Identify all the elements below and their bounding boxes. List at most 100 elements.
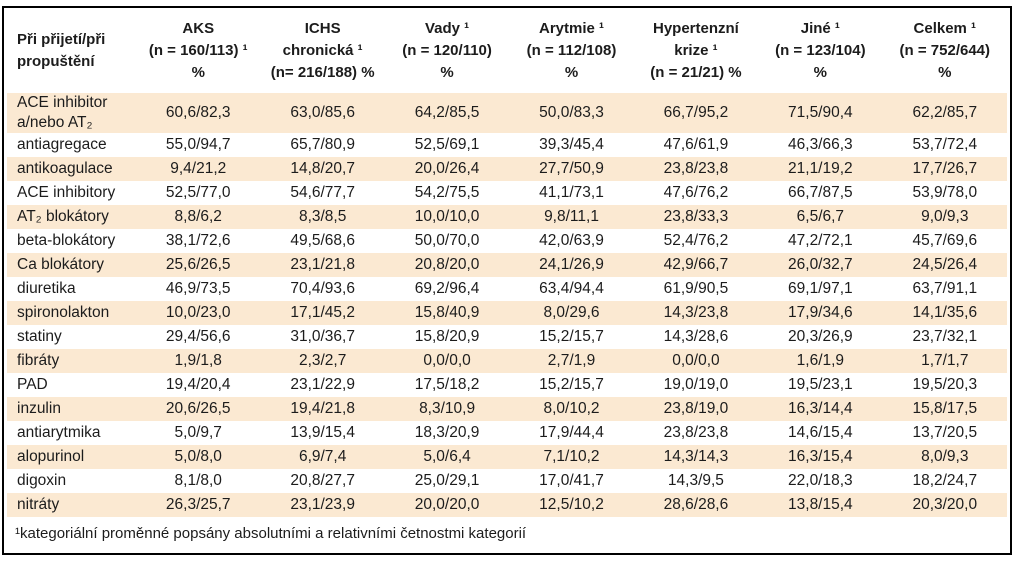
table-cell: 17,0/41,7 [539,472,604,490]
table-cell: 14,3/23,8 [663,304,729,322]
table-cell: 53,7/72,4 [912,136,978,154]
table-frame: Při přijetí/při propuštění AKS (n = 160/113… [2,6,1012,555]
corner-header: Při přijetí/při propuštění [7,11,136,93]
table-cell: 20,3/26,9 [788,328,853,346]
table-cell: 5,0/6,4 [423,448,471,466]
table-cell: 47,6/76,2 [663,184,729,202]
column-header-line: % [813,63,828,81]
table-cell: 8,1/8,0 [174,472,222,490]
table-cell: 8,8/6,2 [174,208,222,226]
column-header-line: Vady ¹ [424,20,470,38]
table-cell: 38,1/72,6 [165,232,231,250]
table-cell: 23,1/22,9 [290,376,355,394]
column-header-line: chronická ¹ [282,42,363,60]
table-row: alopurinol 5,0/8,0 6,9/7,4 5,0/6,4 7,1/10,2 1… [7,445,1007,470]
column-header: ICHS chronická ¹ (n= 216/188) % [260,11,384,93]
table-cell: 16,3/15,4 [788,448,853,466]
table-cell: 41,1/73,1 [539,184,604,202]
table-cell: 2,7/1,9 [547,352,596,370]
table-cell: 24,5/26,4 [912,256,978,274]
table-cell: 23,1/21,8 [290,256,355,274]
table-row: nitráty 26,3/25,7 23,1/23,9 20,0/20,0 12,5/1… [7,493,1007,518]
column-header: Vady ¹ (n = 120/110)% [385,11,509,93]
table-cell: 14,3/14,3 [663,448,729,466]
table-cell: 24,1/26,9 [539,256,604,274]
table-cell: 63,7/91,1 [912,280,978,298]
table-cell: 18,3/20,9 [414,424,480,442]
table-cell: 15,8/40,9 [414,304,480,322]
column-header: Jiné ¹ (n = 123/104)% [758,11,882,93]
row-label: AT₂ blokátory [17,208,109,226]
table-row: ACE inhibitory 52,5/77,0 54,6/77,7 54,2/75,… [7,181,1007,205]
table-cell: 0,0/0,0 [423,352,471,370]
table-cell: 8,0/10,2 [543,400,600,418]
row-label: digoxin [17,472,67,490]
table-cell: 25,6/26,5 [165,256,231,274]
table-cell: 47,2/72,1 [788,232,853,250]
table-cell: 6,5/6,7 [796,208,845,226]
table-cell: 19,0/19,0 [663,376,729,394]
table-cell: 60,6/82,3 [165,104,231,122]
table-cell: 1,6/1,9 [796,352,845,370]
table-cell: 70,4/93,6 [290,280,355,298]
column-header-line: (n = 123/104) [775,42,866,60]
column-header-line: (n = 160/113) ¹ [148,42,248,60]
table-row: AT₂ blokátory 8,8/6,2 8,3/8,5 10,0/10,0 9,8/… [7,205,1007,230]
table-cell: 46,3/66,3 [788,136,853,154]
table-cell: 17,1/45,2 [290,304,355,322]
table-cell: 20,8/20,0 [414,256,480,274]
table-row: antiagregace 55,0/94,7 65,7/80,9 52,5/69,1 3… [7,133,1007,157]
table-cell: 1,9/1,8 [174,352,222,370]
table-cell: 15,2/15,7 [539,376,604,394]
column-header-line: krize ¹ [674,42,718,60]
table-cell: 9,0/9,3 [921,208,969,226]
table-cell: 14,3/9,5 [667,472,724,490]
table-row: antikoagulace 9,4/21,2 14,8/20,7 20,0/26,4 2… [7,157,1007,182]
table-cell: 7,1/10,2 [543,448,600,466]
table-cell: 23,1/23,9 [290,496,355,514]
column-header-line: % [564,63,579,81]
table-cell: 23,8/23,8 [663,424,729,442]
row-label: PAD [17,376,48,394]
table-cell: 53,9/78,0 [912,184,978,202]
table-cell: 71,5/90,4 [788,104,853,122]
column-header-line: (n= 216/188) % [270,63,375,81]
table-cell: 17,9/44,4 [539,424,604,442]
footnote: ¹kategoriální proměnné popsány absolutní… [7,517,1007,549]
table-cell: 21,1/19,2 [788,160,853,178]
table-cell: 6,9/7,4 [298,448,347,466]
table-body: ACE inhibitor a/nebo AT₂ 60,6/82,3 63,0/85… [7,93,1007,518]
table-cell: 14,3/28,6 [663,328,729,346]
table-cell: 31,0/36,7 [290,328,355,346]
row-label: antiarytmika [17,424,101,442]
table-cell: 17,7/26,7 [912,160,978,178]
row-label: beta-blokátory [17,232,116,250]
column-header-line: Celkem ¹ [913,20,977,38]
column-header-line: (n = 752/644) [899,42,991,60]
table-cell: 20,8/27,7 [290,472,355,490]
table-cell: 52,5/77,0 [165,184,231,202]
corner-header-line: propuštění [17,53,95,70]
column-header: Hypertenzní krize ¹ (n = 21/21) % [634,11,758,93]
table-cell: 0,0/0,0 [672,352,720,370]
table-row: fibráty 1,9/1,8 2,3/2,7 0,0/0,0 2,7/1,9 0,0/0… [7,349,1007,374]
table-cell: 39,3/45,4 [539,136,604,154]
table-row: diuretika 46,9/73,5 70,4/93,6 69,2/96,4 63,4… [7,277,1007,301]
row-label: antikoagulace [17,160,113,178]
column-header-line: % [191,63,205,81]
table-cell: 23,8/19,0 [663,400,729,418]
table-cell: 23,8/23,8 [663,160,729,178]
column-header-line: (n = 120/110) [402,42,492,60]
table-cell: 18,2/24,7 [912,472,978,490]
table-cell: 26,0/32,7 [788,256,853,274]
table-cell: 66,7/95,2 [663,104,729,122]
table-row: inzulin 20,6/26,5 19,4/21,8 8,3/10,9 8,0/10,… [7,397,1007,422]
table-cell: 27,7/50,9 [539,160,604,178]
table-row: ACE inhibitor a/nebo AT₂ 60,6/82,3 63,0/85… [7,93,1007,134]
table-cell: 20,0/20,0 [414,496,480,514]
column-header: AKS (n = 160/113) ¹% [136,11,260,93]
table-cell: 13,8/15,4 [788,496,853,514]
column-header: Arytmie ¹ (n = 112/108)% [509,11,633,93]
table-cell: 15,8/17,5 [912,400,978,418]
column-header-line: Hypertenzní [653,20,739,38]
